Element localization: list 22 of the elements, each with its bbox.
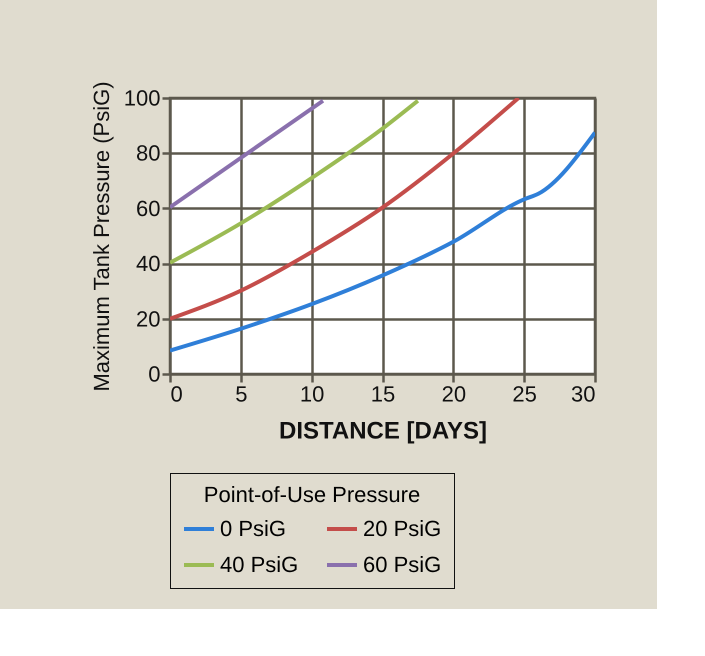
legend-label: 20 PsiG xyxy=(363,516,442,541)
y-tick-label: 80 xyxy=(136,140,160,166)
legend-label: 60 PsiG xyxy=(363,552,442,577)
y-tick-label: 40 xyxy=(136,251,160,276)
x-axis-title: DISTANCE [DAYS] xyxy=(278,418,488,444)
x-tick-label: 5 xyxy=(235,382,248,406)
y-tick-label: 100 xyxy=(124,86,160,110)
y-tick-label: 60 xyxy=(136,196,160,221)
y-axis-title: Maximum Tank Pressure (PsiG) xyxy=(88,81,114,392)
legend-label: 40 PsiG xyxy=(220,552,298,577)
legend-title: Point-of-Use Pressure xyxy=(204,482,420,507)
legend-label: 0 PsiG xyxy=(220,516,286,541)
line-series xyxy=(170,98,520,321)
y-tick-label: 0 xyxy=(148,362,160,386)
x-tick-label: 10 xyxy=(300,382,324,406)
x-tick-label: 30 xyxy=(571,382,596,406)
line-series xyxy=(170,98,420,265)
x-tick-label: 15 xyxy=(370,382,396,406)
y-tick-label: 20 xyxy=(136,306,160,332)
x-tick-label: 20 xyxy=(442,382,466,406)
x-tick-label: 25 xyxy=(512,382,537,406)
x-tick-label: 0 xyxy=(170,382,183,406)
